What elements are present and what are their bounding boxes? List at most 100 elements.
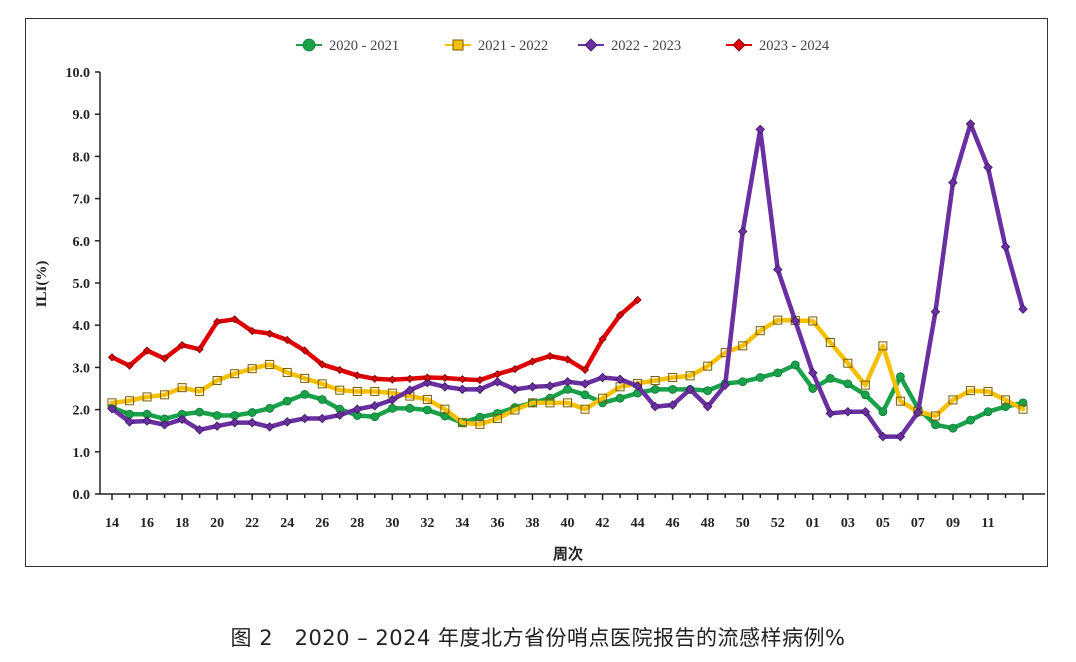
data-point bbox=[264, 422, 275, 432]
series-2021-2022 bbox=[107, 315, 1028, 429]
series-2022-2023 bbox=[107, 119, 1028, 442]
x-tick-label: 26 bbox=[315, 516, 329, 531]
data-point bbox=[562, 376, 573, 387]
data-point bbox=[317, 395, 327, 404]
data-point bbox=[580, 404, 590, 414]
data-point bbox=[563, 355, 572, 364]
data-point bbox=[1018, 404, 1028, 414]
data-point bbox=[282, 417, 292, 427]
x-tick-label: 42 bbox=[596, 516, 610, 531]
y-tick-label: 6.0 bbox=[73, 235, 91, 250]
data-point bbox=[229, 417, 240, 428]
data-point bbox=[930, 306, 941, 317]
data-point bbox=[265, 329, 274, 338]
data-point bbox=[755, 373, 765, 382]
data-point bbox=[458, 375, 467, 384]
data-point bbox=[194, 425, 205, 435]
data-point bbox=[528, 357, 537, 366]
data-point bbox=[650, 401, 660, 412]
data-point bbox=[983, 407, 993, 417]
series-line bbox=[109, 317, 1026, 427]
series-line bbox=[109, 362, 1026, 431]
y-tick-label: 10.0 bbox=[66, 66, 91, 81]
data-point bbox=[563, 398, 573, 408]
data-point bbox=[142, 392, 152, 402]
legend-label: 2020 - 2021 bbox=[329, 38, 399, 54]
data-point bbox=[843, 379, 853, 389]
data-point bbox=[107, 353, 117, 362]
data-point bbox=[948, 177, 958, 188]
data-point bbox=[299, 413, 310, 424]
data-point bbox=[265, 403, 275, 413]
y-tick-label: 4.0 bbox=[73, 319, 91, 334]
x-tick-label: 38 bbox=[525, 516, 539, 531]
x-tick-label: 11 bbox=[981, 516, 994, 531]
legend: 2020 - 2021 2021 - 2022 2022 - 2023 2023 - … bbox=[296, 38, 830, 54]
data-point bbox=[422, 377, 433, 388]
data-point bbox=[808, 316, 818, 326]
legend-label: 2022 - 2023 bbox=[611, 38, 681, 54]
data-point bbox=[965, 386, 975, 396]
data-point bbox=[580, 365, 590, 374]
x-tick-label: 24 bbox=[280, 516, 294, 531]
data-point bbox=[492, 413, 502, 423]
data-point bbox=[650, 375, 660, 385]
series-line bbox=[109, 297, 640, 383]
data-point bbox=[457, 418, 467, 428]
x-tick-label: 34 bbox=[455, 516, 469, 531]
data-point bbox=[755, 326, 765, 336]
data-point bbox=[527, 382, 538, 392]
data-point bbox=[212, 375, 222, 385]
y-tick-label: 1.0 bbox=[73, 446, 91, 461]
data-point bbox=[317, 379, 327, 389]
y-axis-label: ILI(%) bbox=[34, 261, 50, 308]
data-point bbox=[668, 384, 678, 394]
data-point bbox=[247, 408, 257, 417]
data-point bbox=[452, 39, 464, 51]
legend-item: 2021 - 2022 bbox=[445, 38, 548, 54]
data-point bbox=[159, 420, 170, 430]
data-point bbox=[160, 390, 170, 400]
data-point bbox=[913, 407, 923, 418]
data-point bbox=[948, 423, 958, 433]
x-tick-label: 46 bbox=[666, 516, 680, 531]
y-tick-label: 7.0 bbox=[73, 193, 91, 208]
data-point bbox=[895, 396, 905, 406]
data-point bbox=[510, 365, 520, 374]
data-point bbox=[387, 403, 397, 413]
figure-caption: 图 2 2020 – 2024 年度北方省份哨点医院报告的流感样病例% bbox=[230, 626, 846, 650]
data-point bbox=[1001, 402, 1010, 412]
data-point bbox=[247, 417, 257, 428]
data-point bbox=[265, 359, 275, 369]
data-point bbox=[440, 404, 450, 414]
data-point bbox=[160, 354, 169, 363]
data-point bbox=[300, 373, 310, 383]
data-point bbox=[860, 390, 870, 400]
data-point bbox=[247, 364, 257, 374]
data-point bbox=[895, 431, 906, 442]
data-point bbox=[703, 386, 713, 396]
data-point bbox=[703, 361, 713, 371]
x-tick-label: 22 bbox=[245, 516, 259, 531]
data-point bbox=[878, 341, 888, 351]
data-point bbox=[597, 372, 608, 383]
data-point bbox=[423, 373, 432, 382]
data-point bbox=[825, 338, 835, 348]
data-point bbox=[300, 346, 309, 355]
data-point bbox=[860, 406, 871, 417]
data-point bbox=[966, 415, 975, 425]
data-point bbox=[737, 226, 748, 237]
data-point bbox=[352, 386, 362, 396]
data-point bbox=[353, 371, 362, 380]
x-tick-label: 07 bbox=[911, 516, 925, 531]
x-tick-label: 48 bbox=[701, 516, 715, 531]
legend-label: 2021 - 2022 bbox=[478, 38, 548, 54]
data-point bbox=[283, 335, 292, 345]
data-point bbox=[983, 386, 993, 396]
data-point bbox=[825, 408, 836, 419]
data-point bbox=[475, 375, 484, 385]
data-point bbox=[632, 381, 643, 391]
x-axis-label: 周次 bbox=[553, 545, 583, 563]
data-point bbox=[178, 340, 187, 350]
data-point bbox=[475, 384, 485, 395]
